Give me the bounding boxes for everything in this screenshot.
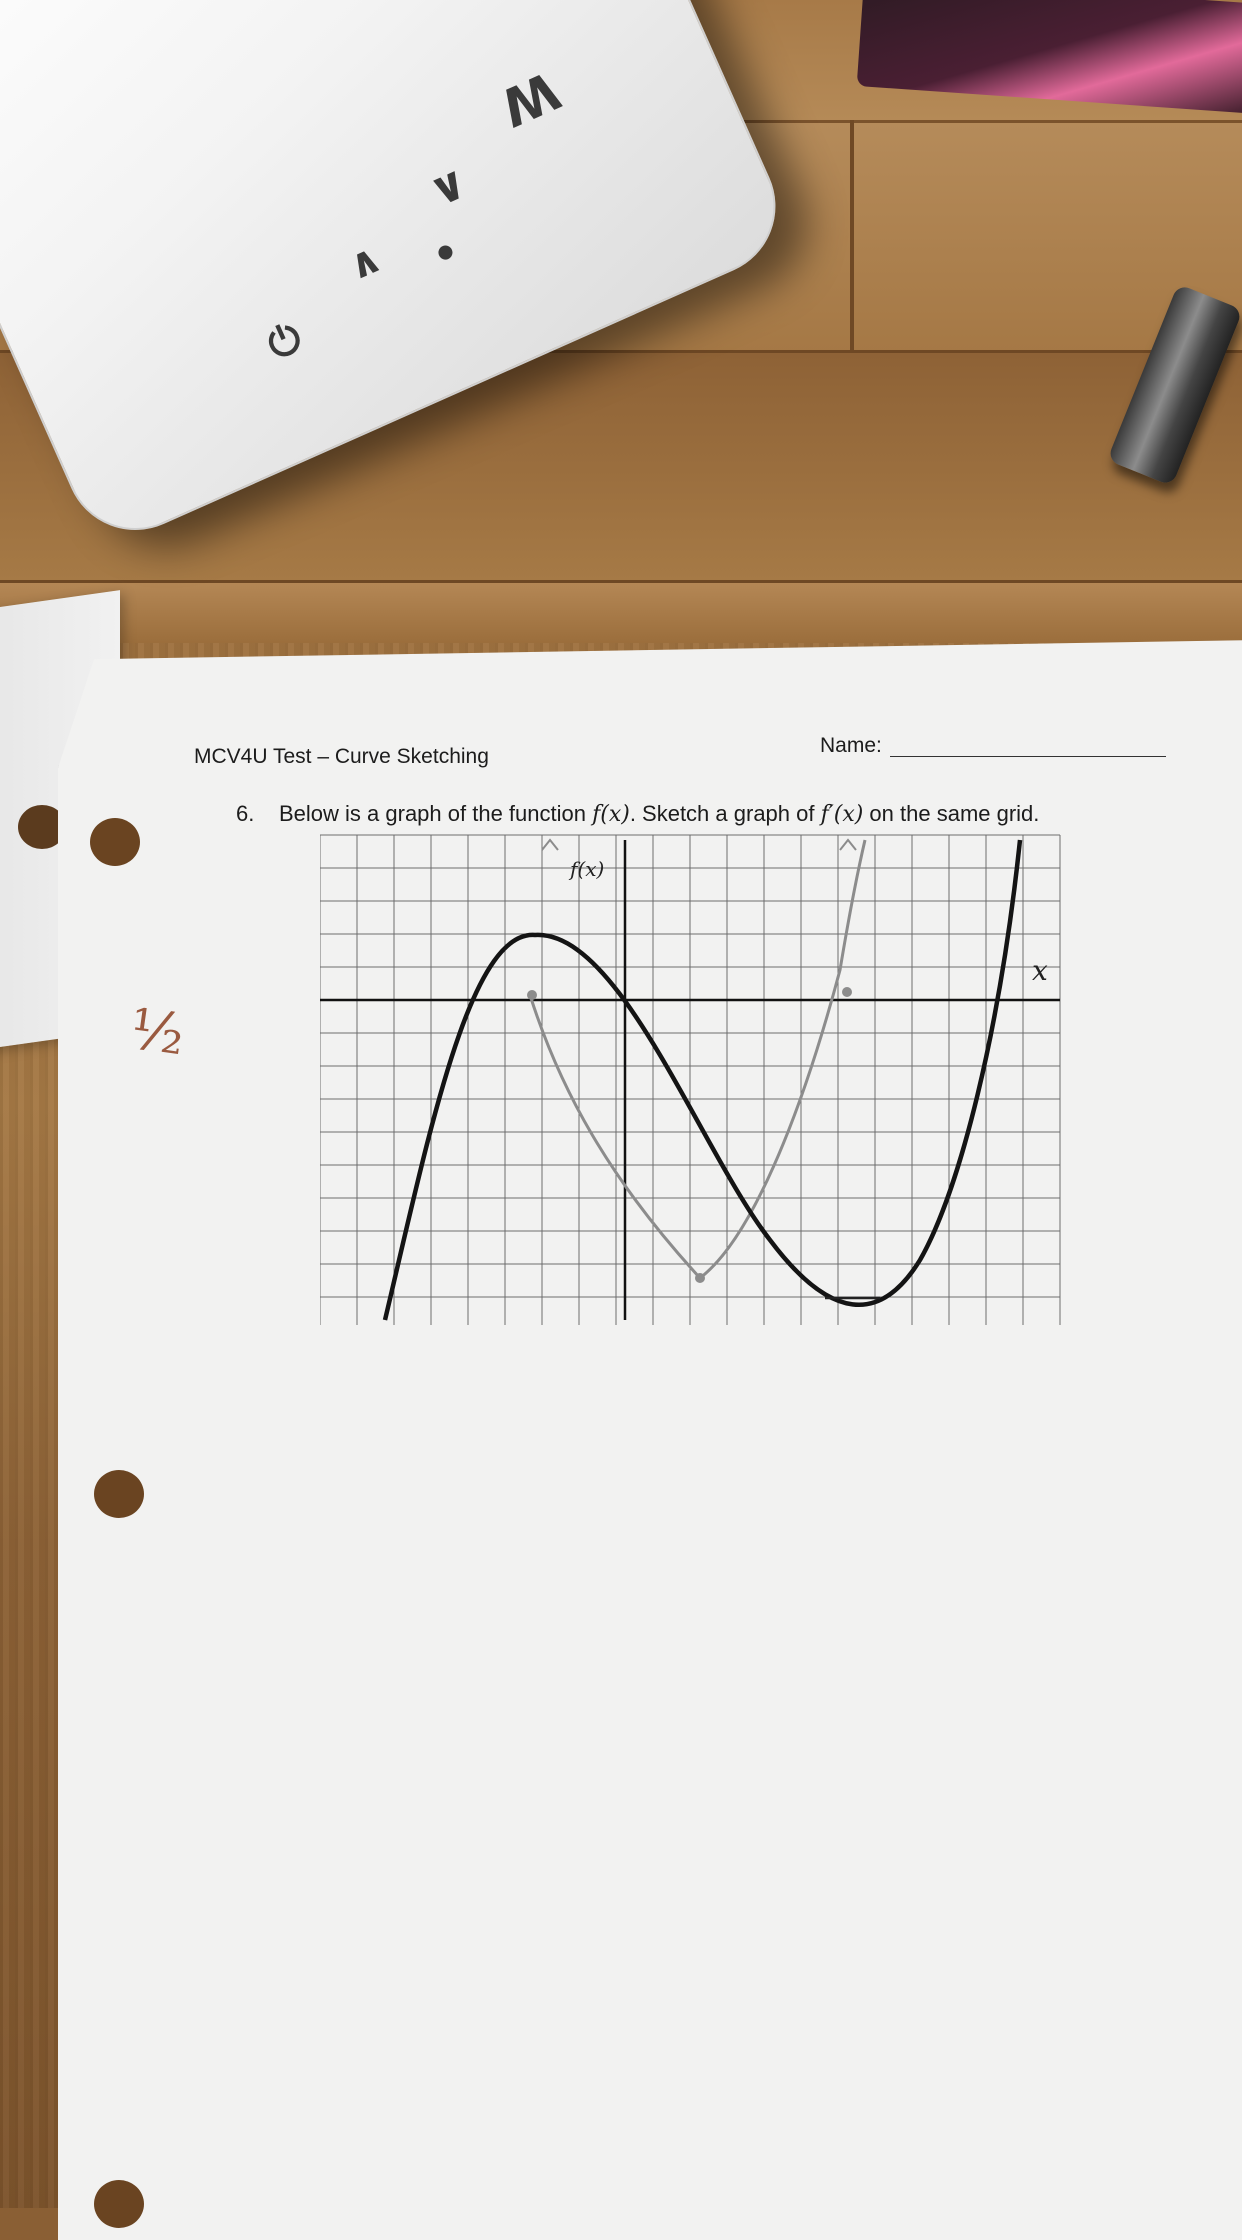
grid-lines — [320, 834, 1061, 1325]
question-text-pre: Below is a graph of the function — [279, 801, 593, 826]
question-fx: f(x) — [592, 802, 630, 827]
name-label: Name: — [820, 734, 882, 757]
question-text: Below is a graph of the function f(x). S… — [279, 801, 1039, 827]
pencil-point — [527, 990, 537, 1000]
worksheet-title: MCV4U Test – Curve Sketching — [194, 745, 489, 768]
question-fpx: f′(x) — [820, 802, 864, 827]
pencil-arrow-marks — [541, 838, 857, 851]
table-plank — [0, 580, 1242, 643]
worksheet-paper — [58, 640, 1242, 2240]
punch-hole — [94, 2180, 144, 2228]
pencil-derivative-sketch — [528, 839, 867, 1281]
punch-hole — [94, 1470, 144, 1518]
grade-mark: ½ — [125, 996, 189, 1069]
punch-hole — [90, 818, 140, 866]
question-text-mid: . Sketch a graph of — [629, 801, 821, 826]
printed-fx-curve — [382, 839, 1023, 1321]
graph-grid: f(x) x — [320, 834, 1061, 1325]
x-axis-label: x — [1032, 954, 1048, 987]
name-underline — [890, 756, 1166, 757]
fx-graph-label: f(x) — [568, 857, 604, 881]
pencil-point — [695, 1273, 705, 1283]
question-text-post: on the same grid. — [863, 801, 1040, 826]
pencil-point — [842, 987, 852, 997]
question-number: 6. — [236, 801, 255, 826]
down-chevron-icon: ∨ — [420, 153, 477, 218]
plank-seam — [850, 120, 854, 350]
